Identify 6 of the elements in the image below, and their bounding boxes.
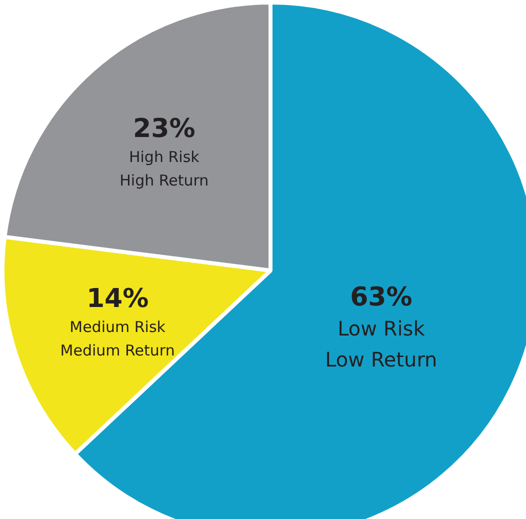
- slice-label: High Risk High Return: [120, 148, 209, 190]
- slice-label: Low Risk Low Return: [325, 316, 438, 372]
- data-label: 63%: [350, 282, 412, 312]
- data-label: 14%: [86, 284, 149, 314]
- slice-label: Medium Risk Medium Return: [60, 318, 175, 360]
- data-label: 23%: [133, 114, 196, 144]
